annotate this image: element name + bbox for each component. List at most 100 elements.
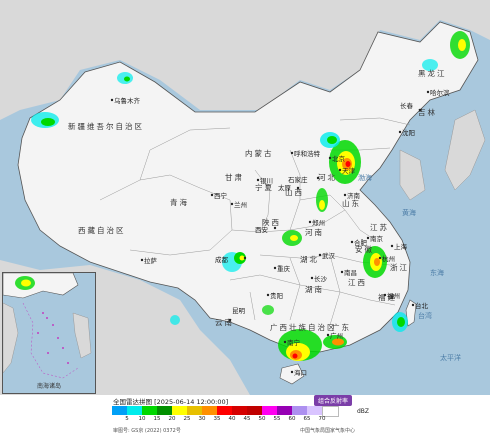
scale-tick-label: 20	[168, 416, 176, 422]
city-label-beijing: 北京	[332, 154, 346, 163]
color-swatch	[292, 406, 307, 415]
scale-tick-label: 35	[213, 416, 221, 422]
city-label-hangzhou: 杭州	[382, 254, 395, 263]
region-label-zhejiang: 浙江	[390, 262, 409, 272]
city-label-fuzhou: 福州	[387, 291, 400, 300]
city-label-changchun: 长春	[400, 101, 414, 110]
sea-label-donghai: 东海	[430, 268, 444, 277]
city-label-lanzhou: 兰州	[234, 200, 247, 209]
color-swatch	[277, 406, 292, 415]
hainan-island	[279, 363, 305, 385]
color-scale	[112, 406, 339, 417]
city-label-zhengzhou: 郑州	[312, 219, 325, 227]
region-label-jiangsu: 江苏	[370, 222, 389, 232]
scale-tick-label: 40	[228, 416, 236, 422]
region-label-hubei: 湖北	[300, 255, 319, 264]
region-label-jiangxi: 江西	[348, 278, 367, 287]
map-labels: 新疆维吾尔自治区 西藏自治区 青海 内蒙古 黑龙江 吉林 河北 山西 陕西 山东…	[68, 68, 461, 377]
city-label-nanchang: 南昌	[344, 268, 357, 277]
inset-label: 南海诸岛	[37, 382, 61, 390]
scale-tick-label: 55	[273, 416, 281, 422]
region-label-qinghai: 青海	[170, 197, 189, 207]
province-boundaries	[99, 117, 411, 326]
color-swatch	[202, 406, 217, 415]
region-label-guangdong: 广东	[332, 322, 351, 332]
city-label-harbin: 哈尔滨	[430, 88, 450, 97]
legend: 全国雷达拼图 [2025-06-14 12:00:00] 组合反射率 5 10 15…	[0, 395, 490, 439]
inset-canvas: 南海诸岛	[3, 273, 92, 390]
color-swatch	[262, 406, 277, 415]
legend-title: 全国雷达拼图 [2025-06-14 12:00:00]	[113, 398, 229, 406]
color-swatch	[127, 406, 142, 415]
sea-label-taiwan: 台湾	[418, 311, 432, 320]
city-label-chengdu: 成都	[215, 255, 229, 264]
china-landmass	[17, 21, 479, 353]
region-label-ningxia: 宁夏	[255, 182, 274, 192]
sea-label-huanghai: 黄海	[402, 208, 416, 217]
city-label-wuhan: 武汉	[322, 251, 336, 260]
korea-japan-land	[399, 109, 486, 201]
color-swatch	[217, 406, 232, 415]
region-label-henan: 河南	[305, 227, 324, 237]
region-label-hebei: 河北	[318, 173, 337, 182]
city-label-xian: 西安	[255, 225, 269, 234]
scale-ticks: 5 10 15 20 25 30 35 40 45 50 55 60 65 70	[112, 416, 352, 424]
city-label-guangzhou: 广州	[330, 331, 343, 340]
data-source: 中国气象局国家气象中心	[300, 428, 356, 434]
city-label-chongqing: 重庆	[277, 264, 291, 273]
scale-tick-label: 60	[288, 416, 296, 422]
city-label-shenyang: 沈阳	[402, 128, 415, 137]
city-label-urumqi: 乌鲁木齐	[114, 96, 141, 105]
city-label-nanjing: 南京	[370, 234, 384, 243]
map-canvas	[0, 0, 490, 395]
taiwan-island	[405, 299, 417, 327]
neighbor-land	[0, 0, 490, 120]
city-label-yinchuan: 银川	[260, 176, 273, 185]
color-swatch	[142, 406, 157, 415]
region-label-shandong: 山东	[342, 198, 361, 208]
city-label-xining: 西宁	[214, 191, 228, 200]
scale-tick-label: 30	[198, 416, 206, 422]
city-label-hefei: 合肥	[354, 238, 368, 247]
city-label-taiyuan: 太原	[278, 183, 292, 192]
region-label-yunnan: 云南	[215, 317, 234, 327]
region-label-shanxi: 山西	[285, 187, 304, 197]
city-label-jinan: 济南	[347, 191, 361, 200]
scale-tick-label: 10	[138, 416, 146, 422]
color-swatch	[232, 406, 247, 415]
scale-tick-label: 25	[183, 416, 191, 422]
region-label-neimenggu: 内蒙古	[245, 148, 274, 158]
city-label-changsha: 长沙	[314, 274, 328, 283]
scale-tick-label: 50	[258, 416, 266, 422]
region-label-fujian: 福建	[378, 292, 397, 302]
color-swatch	[322, 406, 339, 417]
color-swatch	[157, 406, 172, 415]
city-label-hohhot: 呼和浩特	[294, 149, 321, 158]
city-label-lhasa: 拉萨	[144, 256, 158, 265]
city-label-haikou: 海口	[294, 368, 307, 377]
color-swatch	[172, 406, 187, 415]
city-label-shanghai: 上海	[394, 242, 408, 251]
color-swatch	[307, 406, 322, 415]
radar-map[interactable]: 新疆维吾尔自治区 西藏自治区 青海 内蒙古 黑龙江 吉林 河北 山西 陕西 山东…	[0, 0, 490, 395]
color-swatch	[187, 406, 202, 415]
sea-label-pacific: 太平洋	[440, 353, 461, 362]
region-label-xinjiang: 新疆维吾尔自治区	[68, 121, 144, 131]
region-label-jilin: 吉林	[418, 107, 437, 117]
scale-unit: dBZ	[357, 408, 370, 415]
scale-tick-label: 70	[318, 416, 326, 422]
south-china-sea-inset: 南海诸岛	[2, 272, 96, 394]
scale-tick-label: 5	[125, 416, 129, 422]
city-label-guiyang: 贵阳	[270, 291, 283, 300]
region-label-shaanxi: 陕西	[262, 217, 281, 227]
region-label-xizang: 西藏自治区	[78, 225, 126, 235]
region-label-anhui: 安徽	[355, 244, 374, 254]
map-approval-number: 审图号: GS京 (2022) 0372号	[113, 428, 181, 434]
sea-label-bohai: 渤海	[358, 173, 372, 182]
scale-tick-label: 65	[303, 416, 311, 422]
city-label-shijiazhuang: 石家庄	[288, 175, 308, 184]
city-label-nanning: 南宁	[287, 338, 301, 347]
city-label-tianjin: 天津	[342, 167, 356, 175]
radar-echoes	[31, 31, 470, 361]
city-label-taipei: 台北	[415, 301, 429, 310]
